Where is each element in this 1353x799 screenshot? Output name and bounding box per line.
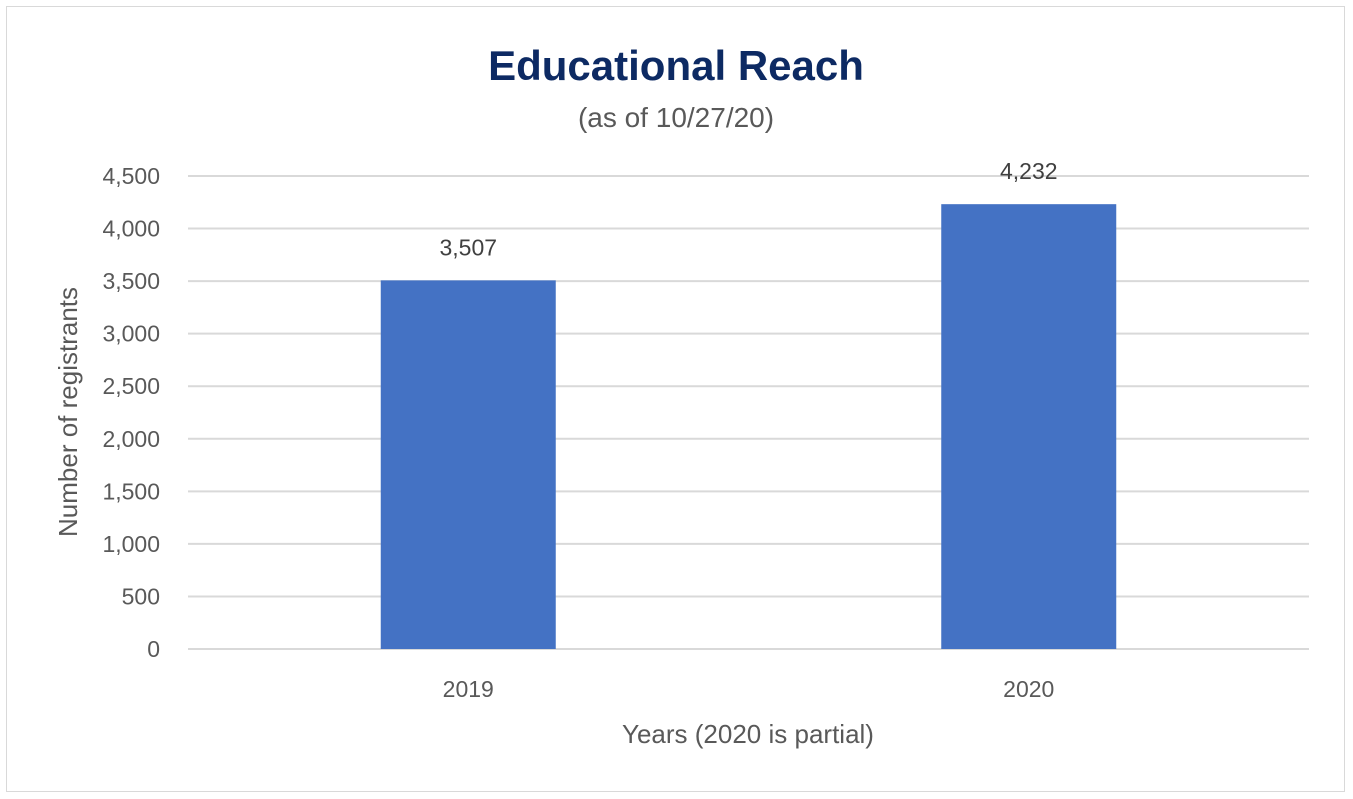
y-tick-label: 0 bbox=[147, 636, 160, 662]
bar-2020 bbox=[941, 204, 1117, 649]
data-label-2019: 3,507 bbox=[439, 234, 497, 260]
chart-subtitle: (as of 10/27/20) bbox=[578, 102, 774, 133]
x-axis-title: Years (2020 is partial) bbox=[622, 719, 874, 749]
y-tick-label: 1,500 bbox=[102, 478, 160, 504]
y-tick-label: 1,000 bbox=[102, 531, 160, 557]
y-axis-ticks: 0 500 1,000 1,500 2,000 2,500 3,000 3,500 4,000 4… bbox=[102, 163, 160, 662]
chart-title: Educational Reach bbox=[488, 42, 864, 89]
y-axis-title: Number of registrants bbox=[53, 287, 83, 537]
y-tick-label: 3,000 bbox=[102, 321, 160, 347]
y-tick-label: 500 bbox=[122, 583, 160, 609]
x-tick-label-2020: 2020 bbox=[1003, 676, 1054, 702]
gridlines bbox=[188, 175, 1309, 650]
y-tick-label: 2,500 bbox=[102, 373, 160, 399]
data-label-2020: 4,232 bbox=[1000, 158, 1058, 184]
x-axis-ticks: 2019 2020 bbox=[443, 676, 1055, 702]
chart-frame bbox=[6, 6, 1345, 792]
y-tick-label: 4,500 bbox=[102, 163, 160, 189]
x-tick-label-2019: 2019 bbox=[443, 676, 494, 702]
y-tick-label: 4,000 bbox=[102, 216, 160, 242]
y-tick-label: 2,000 bbox=[102, 426, 160, 452]
bar-2019 bbox=[380, 280, 556, 649]
bars bbox=[380, 204, 1117, 649]
data-labels: 3,507 4,232 bbox=[439, 158, 1057, 260]
y-tick-label: 3,500 bbox=[102, 268, 160, 294]
